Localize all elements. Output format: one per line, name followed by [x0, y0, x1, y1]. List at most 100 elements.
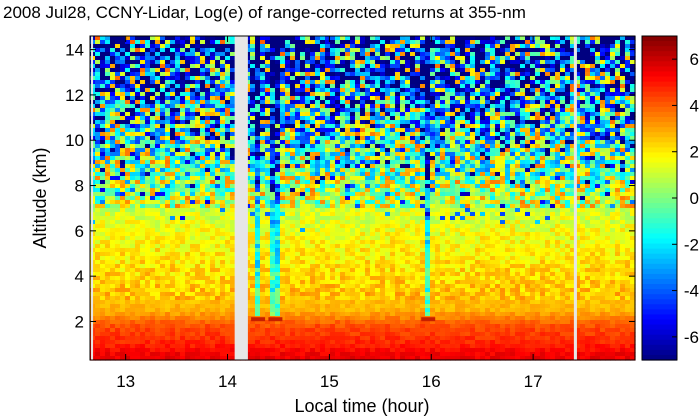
heatmap-cell: [435, 36, 441, 41]
heatmap-cell: [435, 84, 441, 89]
heatmap-cell: [575, 44, 581, 49]
heatmap-cell: [550, 92, 556, 97]
heatmap-cell: [620, 108, 626, 113]
heatmap-cell: [290, 40, 296, 45]
heatmap-cell: [440, 48, 446, 53]
heatmap-cell: [285, 120, 291, 125]
heatmap-cell: [155, 88, 161, 93]
heatmap-cell: [260, 196, 266, 201]
heatmap-cell: [150, 116, 156, 121]
heatmap-cell: [435, 72, 441, 77]
heatmap-cell: [380, 92, 386, 97]
heatmap-cell: [545, 176, 551, 181]
heatmap-cell: [590, 208, 596, 213]
heatmap-cell: [615, 80, 621, 85]
heatmap-cell: [135, 192, 141, 197]
heatmap-cell: [375, 200, 381, 205]
heatmap-cell: [575, 60, 581, 65]
heatmap-cell: [330, 60, 336, 65]
heatmap-cell: [550, 172, 556, 177]
heatmap-cell: [320, 44, 326, 49]
heatmap-cell: [495, 76, 501, 81]
heatmap-cell: [490, 152, 496, 157]
heatmap-cell: [505, 36, 511, 41]
heatmap-cell: [530, 172, 536, 177]
heatmap-cell: [160, 136, 166, 141]
heatmap-cell: [475, 204, 481, 209]
heatmap-cell: [620, 140, 626, 145]
heatmap-cell: [510, 164, 516, 169]
heatmap-cell: [580, 156, 586, 161]
heatmap-cell: [345, 176, 351, 181]
heatmap-cell: [350, 172, 356, 177]
heatmap-cell: [125, 104, 131, 109]
heatmap-cell: [430, 52, 436, 57]
heatmap-cell: [415, 100, 421, 105]
heatmap-cell: [360, 164, 366, 169]
heatmap-cell: [115, 68, 121, 73]
heatmap-cell: [320, 208, 326, 213]
heatmap-cell: [525, 184, 531, 189]
heatmap-cell: [345, 76, 351, 81]
heatmap-cell: [360, 216, 366, 221]
heatmap-cell: [360, 56, 366, 61]
heatmap-cell: [325, 116, 331, 121]
heatmap-cell: [205, 200, 211, 205]
heatmap-cell: [575, 204, 581, 209]
heatmap-cell: [435, 140, 441, 145]
heatmap-cell: [265, 200, 271, 205]
heatmap-cell: [420, 104, 426, 109]
heatmap-cell: [535, 192, 541, 197]
heatmap-cell: [405, 92, 411, 97]
heatmap-cell: [565, 208, 571, 213]
heatmap-cell: [205, 100, 211, 105]
heatmap-cell: [270, 56, 276, 61]
heatmap-cell: [115, 100, 121, 105]
heatmap-cell: [125, 132, 131, 137]
heatmap-cell: [105, 64, 111, 69]
heatmap-cell: [425, 216, 431, 221]
heatmap-cell: [225, 80, 231, 85]
heatmap-cell: [220, 140, 226, 145]
heatmap-cell: [480, 172, 486, 177]
heatmap-cell: [355, 164, 361, 169]
heatmap-cell: [615, 116, 621, 121]
heatmap-cell: [95, 200, 101, 205]
heatmap-cell: [550, 144, 556, 149]
heatmap-cell: [270, 96, 276, 101]
heatmap-cell: [330, 164, 336, 169]
heatmap-cell: [570, 120, 576, 125]
heatmap-cell: [530, 52, 536, 57]
heatmap-cell: [200, 216, 206, 221]
heatmap-cell: [555, 124, 561, 129]
heatmap-cell: [390, 92, 396, 97]
heatmap-cell: [590, 52, 596, 57]
heatmap-cell: [320, 172, 326, 177]
heatmap-cell: [485, 36, 491, 41]
heatmap-cell: [500, 72, 506, 77]
heatmap-cell: [545, 80, 551, 85]
heatmap-cell: [160, 96, 166, 101]
heatmap-cell: [205, 192, 211, 197]
heatmap-cell: [135, 164, 141, 169]
heatmap-cell: [225, 84, 231, 89]
heatmap-cell: [585, 80, 591, 85]
heatmap-cell: [365, 56, 371, 61]
heatmap-cell: [320, 116, 326, 121]
heatmap-cell: [190, 76, 196, 81]
heatmap-cell: [380, 196, 386, 201]
heatmap-cell: [310, 72, 316, 77]
heatmap-cell: [415, 56, 421, 61]
heatmap-cell: [355, 132, 361, 137]
heatmap-cell: [120, 212, 126, 217]
heatmap-cell: [580, 64, 586, 69]
heatmap-cell: [420, 176, 426, 181]
heatmap-cell: [150, 76, 156, 81]
heatmap-cell: [425, 140, 431, 145]
heatmap-cell: [205, 172, 211, 177]
heatmap-cell: [125, 144, 131, 149]
heatmap-cell: [445, 68, 451, 73]
heatmap-cell: [535, 88, 541, 93]
heatmap-cell: [550, 80, 556, 85]
heatmap-cell: [360, 84, 366, 89]
